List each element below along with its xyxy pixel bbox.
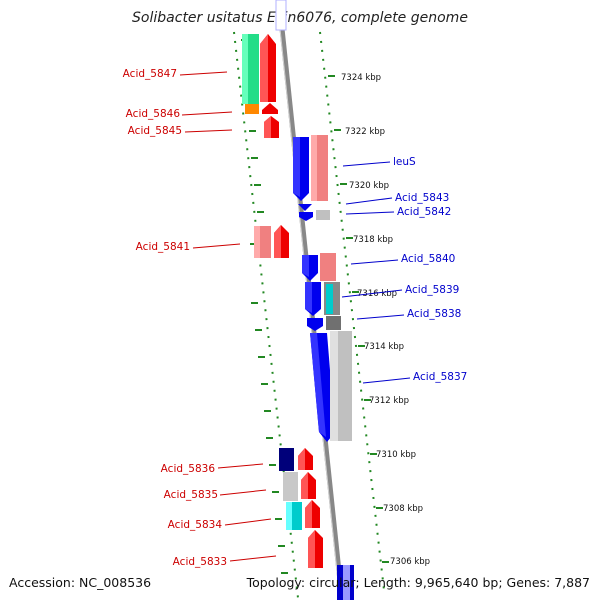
gene-label[interactable]: leuS [393, 156, 416, 168]
gene-label[interactable]: Acid_5839 [405, 284, 459, 296]
right-ruler-line [319, 31, 385, 591]
scale-labels: 7324 kbp 7322 kbp 7320 kbp 7318 kbp 7316… [341, 73, 430, 567]
gene-label[interactable]: Acid_5834 [168, 519, 223, 531]
gene-label[interactable]: Acid_5841 [136, 241, 190, 253]
gene-acid-5842[interactable] [299, 210, 330, 221]
scale-label: 7306 kbp [390, 557, 430, 567]
gene-acid-5839[interactable] [305, 282, 340, 316]
scale-label: 7308 kbp [383, 504, 423, 514]
left-ruler-ticks [241, 39, 288, 574]
scale-label: 7310 kbp [376, 450, 416, 460]
gene-acid-5840[interactable] [302, 253, 336, 281]
forward-strand-genes [242, 34, 323, 568]
gene-acid-5845[interactable] [264, 116, 279, 138]
gene-bottom-partial [337, 565, 354, 600]
scale-label: 7318 kbp [353, 235, 393, 245]
gene-acid-5847[interactable] [242, 34, 276, 104]
axis-top-cap [275, 0, 287, 31]
gene-acid-5833[interactable] [308, 530, 323, 568]
scale-label: 7322 kbp [345, 127, 385, 137]
scale-label: 7312 kbp [369, 396, 409, 406]
map-title: Solibacter usitatus Ellin6076, complete … [132, 10, 468, 26]
gene-acid-5834[interactable] [286, 500, 320, 530]
gene-label[interactable]: Acid_5845 [128, 125, 182, 137]
gene-label[interactable]: Acid_5836 [161, 463, 216, 475]
gene-label[interactable]: Acid_5833 [173, 556, 227, 568]
gene-label[interactable]: Acid_5843 [395, 192, 449, 204]
gene-acid-5835[interactable] [283, 472, 316, 501]
gene-acid-5838[interactable] [307, 316, 341, 331]
gene-label[interactable]: Acid_5838 [407, 308, 461, 320]
gene-acid-5841[interactable] [254, 225, 289, 258]
reverse-strand-genes [293, 135, 354, 600]
genome-summary-text: Topology: circular; Length: 9,965,640 bp… [246, 575, 590, 590]
accession-text: Accession: NC_008536 [9, 575, 151, 590]
gene-acid-5843[interactable] [298, 204, 312, 211]
gene-label[interactable]: Acid_5847 [123, 68, 177, 80]
gene-label[interactable]: Acid_5842 [397, 206, 451, 218]
scale-label: 7324 kbp [341, 73, 381, 83]
scale-label: 7314 kbp [364, 342, 404, 352]
gene-acid-5846[interactable] [245, 103, 278, 114]
scale-label: 7320 kbp [349, 181, 389, 191]
gene-label[interactable]: Acid_5837 [413, 371, 467, 383]
gene-leus[interactable] [293, 135, 328, 201]
scale-label: 7316 kbp [357, 289, 397, 299]
right-gene-labels: leuS Acid_5843 Acid_5842 Acid_5840 Acid_… [341, 156, 467, 384]
gene-label[interactable]: Acid_5846 [126, 108, 181, 120]
right-ruler-ticks [328, 75, 389, 563]
gene-label[interactable]: Acid_5840 [401, 253, 455, 265]
gene-acid-5837[interactable] [310, 331, 352, 442]
gene-label[interactable]: Acid_5835 [164, 489, 218, 501]
left-gene-labels: Acid_5847 Acid_5846 Acid_5845 Acid_5841 … [123, 68, 277, 568]
gene-acid-5836[interactable] [279, 448, 313, 471]
